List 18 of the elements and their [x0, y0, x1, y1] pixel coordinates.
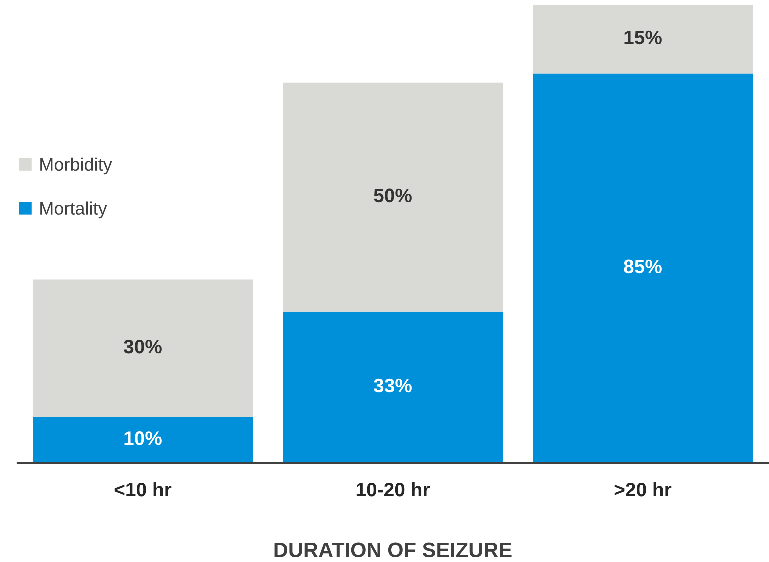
- bar: [533, 74, 753, 463]
- data-label: 85%: [624, 260, 662, 274]
- legend-label: Morbidity: [40, 158, 112, 175]
- legend-label: Mortality: [40, 202, 108, 219]
- data-label: 15%: [624, 30, 662, 45]
- x-tick-label: 10-20 hr: [356, 482, 430, 497]
- x-tick-label: <10 hr: [114, 482, 172, 497]
- bar: [33, 417, 253, 463]
- bar: [33, 280, 253, 418]
- x-axis-title: DURATION OF SEIZURE: [274, 542, 512, 558]
- x-tick-label: >20 hr: [614, 482, 672, 497]
- data-label: 10%: [124, 432, 162, 446]
- data-label: 33%: [374, 378, 412, 393]
- data-label: 30%: [124, 340, 162, 354]
- bar: [283, 82, 503, 312]
- bar: [533, 5, 753, 74]
- data-label: 50%: [374, 188, 412, 203]
- bar: [283, 312, 503, 463]
